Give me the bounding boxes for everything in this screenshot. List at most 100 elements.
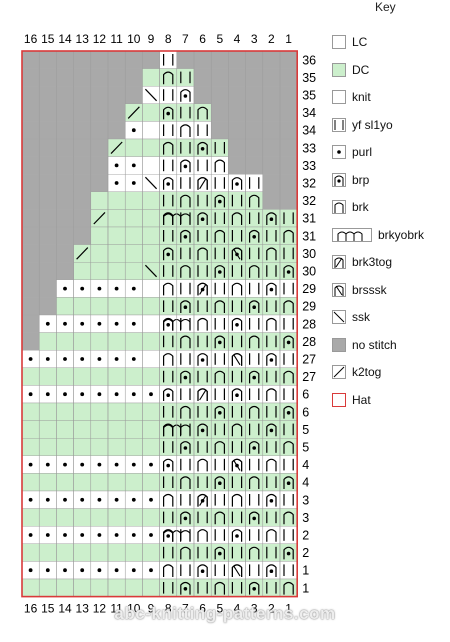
- chart-cell: [193, 332, 212, 351]
- chart-cell: [124, 191, 143, 210]
- col-number-bottom: 10: [127, 602, 141, 616]
- chart-cell: [193, 85, 212, 104]
- chart-cell: [21, 121, 40, 140]
- yf-sl1yo-symbol: [197, 159, 208, 172]
- brk-symbol: [163, 71, 174, 85]
- legend-item: LC: [332, 33, 367, 51]
- ssk-icon: [332, 310, 346, 324]
- brk-symbol: [266, 317, 277, 331]
- chart-cell: [21, 508, 40, 527]
- brk-symbol: [266, 458, 277, 472]
- chart-cell: [159, 332, 178, 351]
- yf-sl1yo-symbol: [283, 564, 294, 576]
- chart-cell: [176, 314, 195, 333]
- chart-cell: [193, 50, 212, 69]
- brp-symbol: [197, 353, 208, 366]
- hat-outline-swatch: [332, 392, 346, 407]
- yf-sl1yo-symbol: [163, 546, 174, 559]
- col-number-top: 3: [251, 32, 258, 46]
- yf-sl1yo-symbol: [197, 582, 208, 594]
- chart-cell: [245, 103, 264, 122]
- chart-cell: [228, 85, 246, 104]
- purl-symbol: [28, 497, 33, 502]
- chart-cell: [21, 279, 40, 298]
- chart-cell: [90, 244, 109, 263]
- yf-sl1yo-symbol: [214, 529, 225, 541]
- brp-symbol: [249, 370, 260, 384]
- brk-symbol: [197, 529, 208, 542]
- brkyobrk-symbol: [163, 318, 191, 331]
- row-label: 30: [302, 265, 316, 279]
- chart-cell: [73, 226, 91, 245]
- yf-sl1yo-symbol: [249, 177, 260, 189]
- chart-cell: [262, 68, 281, 87]
- yf-sl1yo-symbol: [249, 388, 260, 400]
- chart-cell: [193, 314, 212, 333]
- yf-sl1yo-symbol: [163, 441, 174, 453]
- yf-sl1yo-symbol: [180, 247, 191, 260]
- chart-cell: [193, 191, 212, 210]
- chart-cell: [210, 455, 229, 474]
- chart-cell: [21, 103, 40, 122]
- brkyobrk-symbol: [163, 424, 191, 437]
- chart-cell: [193, 156, 212, 175]
- k2tog-symbol: [93, 211, 106, 225]
- col-number-bottom: 5: [216, 602, 223, 616]
- chart-cell: [142, 297, 160, 316]
- chart-cell: [159, 438, 178, 457]
- chart-cell: [73, 438, 91, 457]
- chart-cell: [210, 68, 229, 87]
- brp-symbol: [163, 177, 174, 190]
- chart-cell: [39, 50, 57, 69]
- dc-swatch: [332, 62, 346, 77]
- chart-cell: [73, 103, 91, 122]
- chart-cell: [124, 332, 143, 351]
- chart-cell: [90, 103, 109, 122]
- chart-cell: [245, 314, 264, 333]
- brk-symbol: [180, 405, 191, 419]
- brk-symbol: [214, 441, 225, 454]
- brp-symbol: [163, 458, 174, 472]
- yf-sl1yo-symbol: [266, 441, 277, 453]
- brp-symbol: [163, 247, 174, 261]
- chart-cell: [21, 85, 40, 104]
- chart-cell: [262, 191, 281, 210]
- chart-cell: [262, 138, 281, 157]
- brp-symbol: [163, 388, 174, 401]
- chart-cell: [279, 438, 298, 457]
- purl-symbol: [80, 462, 85, 467]
- chart-cell: [245, 543, 264, 562]
- chart-cell: [262, 121, 281, 140]
- chart-cell: [39, 226, 57, 245]
- chart-cell: [90, 138, 109, 157]
- chart-cell: [159, 191, 178, 210]
- chart-cell: [262, 173, 281, 192]
- chart-cell: [21, 297, 40, 316]
- chart-cell: [124, 50, 143, 69]
- chart-cell: [193, 578, 212, 597]
- purl-symbol: [80, 357, 85, 361]
- legend-label: brk: [352, 200, 369, 214]
- chart-cell: [142, 68, 160, 87]
- row-label: 3: [302, 511, 309, 525]
- chart-cell: [56, 332, 74, 351]
- purl-symbol: [97, 568, 102, 573]
- chart-cell: [21, 420, 40, 439]
- brp-symbol: [249, 581, 260, 595]
- yf-sl1yo-symbol: [283, 212, 294, 224]
- yf-sl1yo-symbol: [283, 423, 294, 436]
- legend-item: brk: [332, 198, 369, 216]
- yf-sl1yo-symbol: [231, 370, 243, 383]
- legend-label: ssk: [352, 310, 370, 324]
- brk-symbol: [163, 353, 174, 366]
- col-number-top: 16: [24, 32, 38, 46]
- chart-cell: [159, 578, 178, 597]
- chart-cell: [90, 262, 109, 281]
- chart-cell: [56, 578, 74, 597]
- chart-cell: [245, 121, 264, 140]
- chart-cell: [279, 508, 298, 527]
- row-label: 28: [302, 317, 316, 331]
- chart-cell: [73, 332, 91, 351]
- chart-cell: [107, 121, 126, 140]
- yf-sl1yo-symbol: [266, 546, 277, 559]
